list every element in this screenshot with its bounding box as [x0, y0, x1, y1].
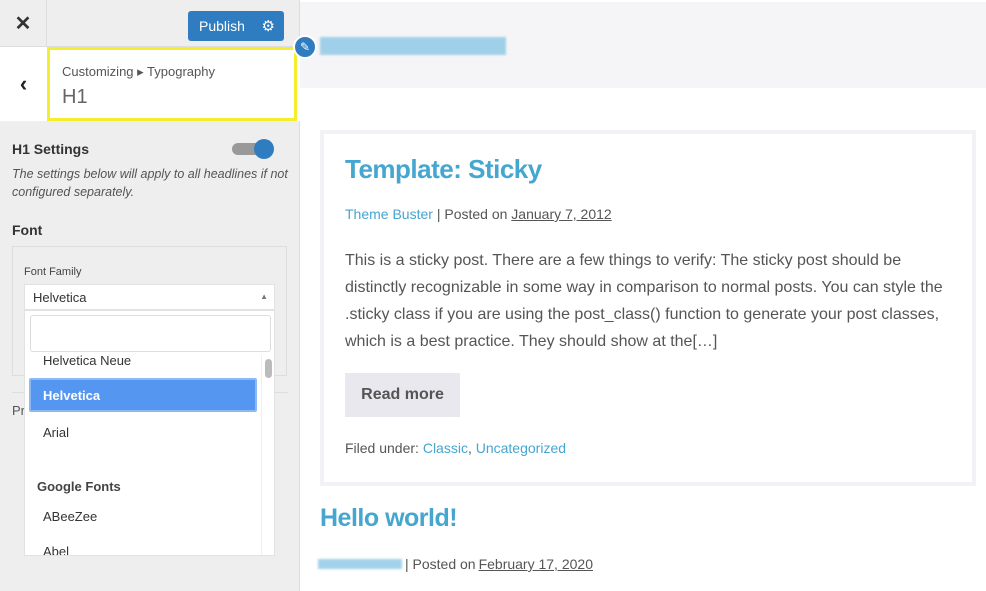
author-link[interactable]: Theme Buster: [345, 206, 433, 222]
partial-label: Pr: [12, 403, 25, 418]
settings-description: The settings below will apply to all hea…: [12, 167, 288, 199]
dropdown-scrollbar[interactable]: [261, 355, 274, 555]
date-link[interactable]: February 17, 2020: [478, 556, 593, 572]
option-helvetica-neue[interactable]: Helvetica Neue: [43, 353, 132, 368]
blurred-author: [318, 559, 402, 569]
font-label: Font: [12, 222, 43, 238]
publish-label: Publish: [199, 18, 245, 34]
section-title: H1: [62, 86, 88, 108]
font-options-list: Helvetica Neue Helvetica Arial Google Fo…: [25, 351, 261, 556]
posted-on-text: | Posted on: [405, 556, 476, 572]
section-title-box: Customizing ▸ Typography H1: [47, 47, 297, 121]
chevron-left-icon: ‹: [19, 71, 28, 96]
settings-title: H1 Settings: [12, 141, 90, 157]
category-link-uncategorized[interactable]: Uncategorized: [475, 440, 567, 456]
back-button[interactable]: ‹: [0, 47, 47, 121]
post-title-hello-world[interactable]: Hello world!: [320, 504, 458, 532]
gear-icon[interactable]: ⚙: [261, 18, 275, 35]
option-arial[interactable]: Arial: [43, 425, 70, 440]
date-link[interactable]: January 7, 2012: [511, 206, 612, 222]
post-categories: Filed under: Classic, Uncategorized: [345, 440, 566, 456]
post-sticky: Template: Sticky Theme Buster | Posted o…: [320, 130, 976, 486]
breadcrumb: Customizing ▸ Typography: [62, 64, 215, 79]
publish-button[interactable]: Publish ⚙: [188, 11, 284, 41]
post-meta-2: | Posted on February 17, 2020: [318, 556, 593, 572]
post-title[interactable]: Template: Sticky: [345, 154, 542, 184]
font-dropdown: Helvetica Neue Helvetica Arial Google Fo…: [24, 310, 275, 556]
select-value: Helvetica: [33, 290, 87, 305]
read-more-button[interactable]: Read more: [345, 373, 460, 417]
close-button[interactable]: ✕: [0, 0, 47, 47]
font-family-label: Font Family: [24, 266, 82, 278]
site-header: ✎: [293, 2, 986, 88]
customizer-header: ✕ Publish ⚙: [0, 0, 300, 47]
font-family-select[interactable]: Helvetica ▲: [24, 284, 275, 310]
option-helvetica[interactable]: Helvetica: [29, 378, 257, 412]
option-abeezee[interactable]: ABeeZee: [43, 509, 98, 524]
customizer-sidebar: ✕ Publish ⚙ ‹ Customizing ▸ Typography H1…: [0, 0, 300, 591]
filed-under-label: Filed under:: [345, 440, 419, 456]
category-link-classic[interactable]: Classic: [422, 440, 468, 456]
group-label-google-fonts: Google Fonts: [37, 479, 121, 494]
post-excerpt: This is a sticky post. There are a few t…: [345, 252, 943, 350]
scrollbar-thumb[interactable]: [265, 359, 272, 378]
font-search-input[interactable]: [30, 315, 271, 352]
settings-toggle[interactable]: [232, 139, 274, 159]
separator: ,: [467, 440, 476, 456]
post-meta: Theme Buster | Posted on January 7, 2012: [345, 206, 612, 222]
option-abel[interactable]: Abel: [43, 544, 70, 556]
close-icon: ✕: [14, 13, 32, 35]
section-header: ‹ Customizing ▸ Typography H1: [0, 47, 300, 121]
posted-on-text: | Posted on: [436, 206, 508, 222]
edit-pencil-icon[interactable]: ✎: [293, 35, 317, 59]
site-preview: ✎ Template: Sticky Theme Buster | Posted…: [293, 0, 986, 591]
blurred-site-title: [320, 37, 506, 55]
caret-up-icon: ▲: [260, 292, 268, 301]
